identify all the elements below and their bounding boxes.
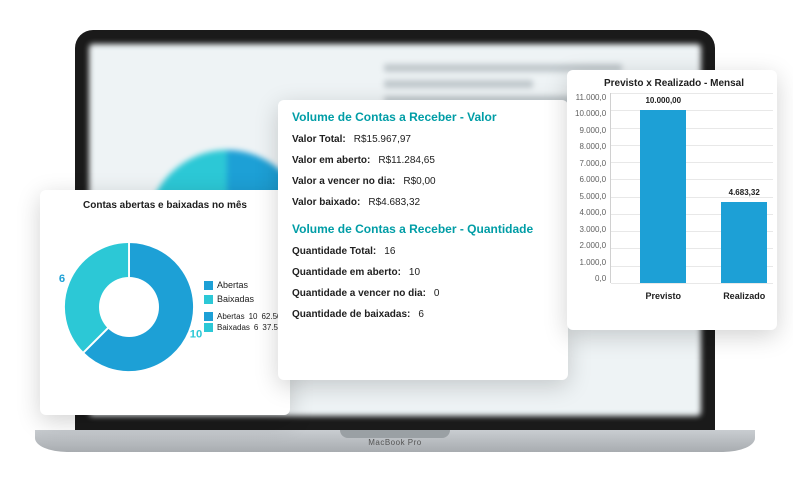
donut-chart-svg: 10 6 [54,232,204,382]
summary-row: Valor baixado:R$4.683,32 [292,197,554,208]
bar: 10.000,00 [640,110,686,283]
laptop-base: MacBook Pro [35,430,755,452]
bar-ytick: 10.000,0 [575,109,606,118]
bar-ytick: 4.000,0 [575,208,606,217]
legend-pct-item: Abertas1062.50% [204,312,290,321]
laptop-brand-text: MacBook Pro [368,438,422,447]
donut-chart-card: Contas abertas e baixadas no mês 10 6 Abe… [40,190,290,415]
bar-ytick: 0,0 [575,274,606,283]
bar-chart-card: Previsto x Realizado - Mensal 11.000,0 10… [567,70,777,330]
bar-ytick: 5.000,0 [575,192,606,201]
bar-ytick: 6.000,0 [575,175,606,184]
donut-chart-title: Contas abertas e baixadas no mês [54,200,276,211]
bar-ytick: 9.000,0 [575,126,606,135]
summary-card: Volume de Contas a Receber - Valor Valor… [278,100,568,380]
legend-item: Abertas [204,280,290,290]
summary-section1-title: Volume de Contas a Receber - Valor [292,110,554,124]
bar-chart-title: Previsto x Realizado - Mensal [575,78,773,89]
bar-ytick: 8.000,0 [575,142,606,151]
bar-ytick: 11.000,0 [575,93,606,102]
bar-ytick: 7.000,0 [575,159,606,168]
donut-legend: Abertas Baixadas Abertas1062.50% Baixadas6… [204,280,290,334]
legend-pct-item: Baixadas637.50% [204,323,290,332]
donut-value-label: 10 [190,329,203,341]
bar-value-label: 4.683,32 [729,188,760,197]
bar: 4.683,32 [721,202,767,283]
bar-chart-yaxis: 11.000,0 10.000,0 9.000,0 8.000,0 7.000,0 6.0… [575,93,610,283]
summary-row: Quantidade de baixadas:6 [292,309,554,320]
donut-value-label: 6 [59,273,65,285]
summary-row: Valor a vencer no dia:R$0,00 [292,176,554,187]
bar-chart-plot: 10.000,00Previsto4.683,32Realizado [610,93,773,283]
summary-row: Valor Total:R$15.967,97 [292,134,554,145]
bar-ytick: 2.000,0 [575,241,606,250]
bar-x-label: Previsto [640,291,686,301]
bar-ytick: 1.000,0 [575,258,606,267]
bar-value-label: 10.000,00 [645,96,681,105]
summary-section2-title: Volume de Contas a Receber - Quantidade [292,222,554,236]
bar-ytick: 3.000,0 [575,225,606,234]
summary-row: Quantidade Total:16 [292,246,554,257]
summary-row: Valor em aberto:R$11.284,65 [292,155,554,166]
legend-item: Baixadas [204,294,290,304]
summary-row: Quantidade a vencer no dia:0 [292,288,554,299]
bar-x-label: Realizado [721,291,767,301]
summary-row: Quantidade em aberto:10 [292,267,554,278]
